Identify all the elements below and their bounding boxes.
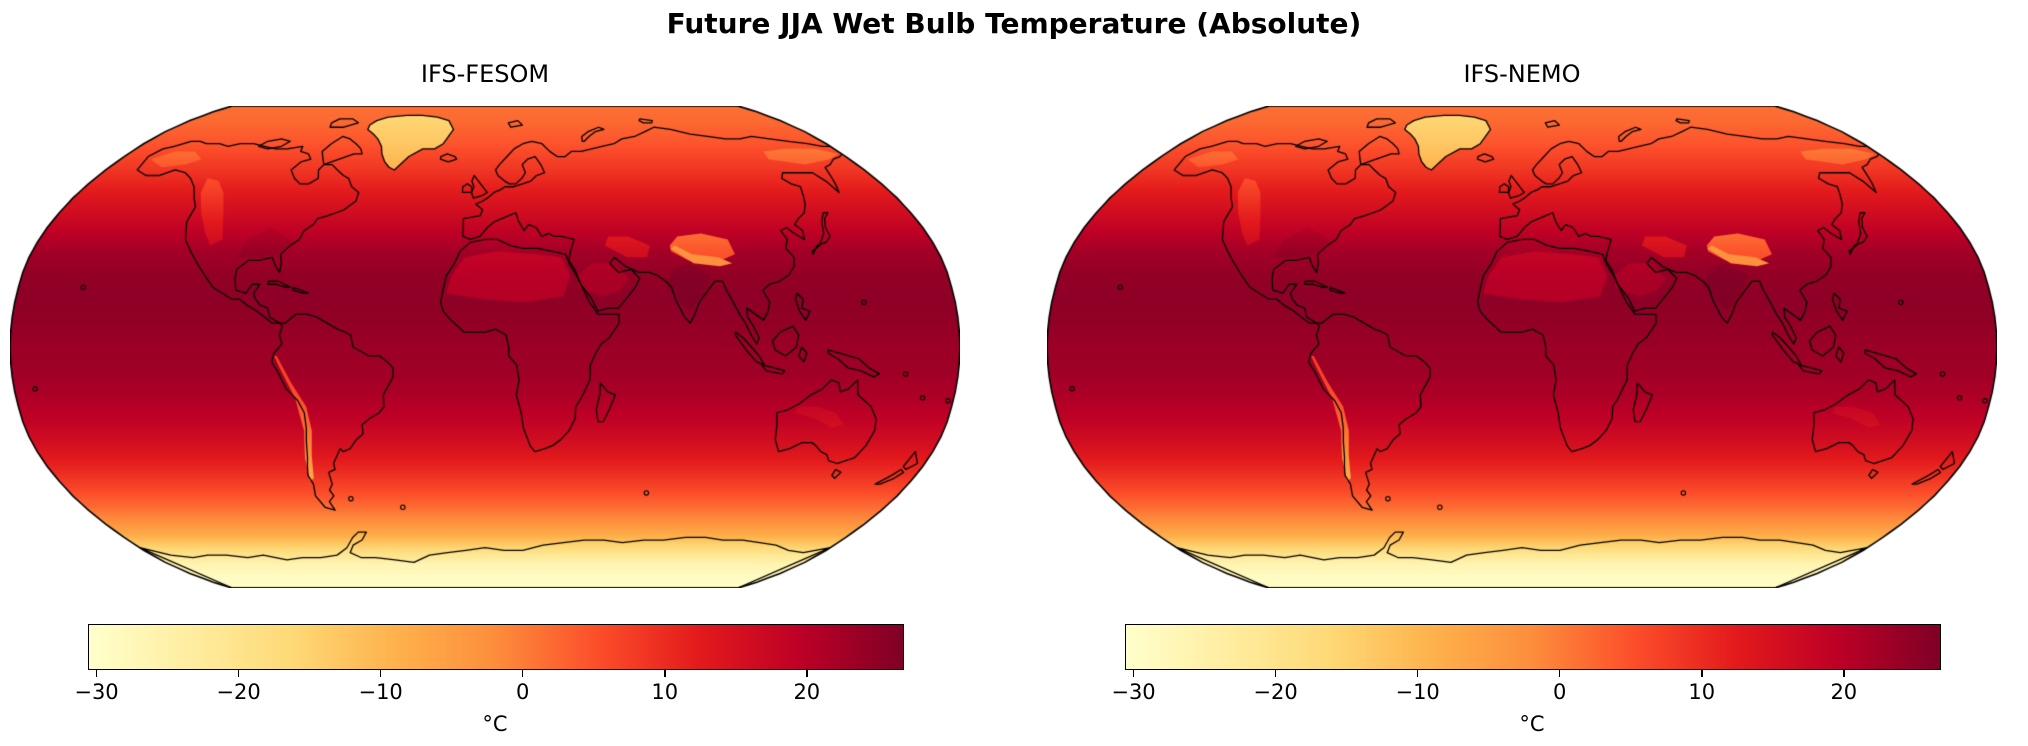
colorbar-tick-mark (1132, 670, 1135, 677)
colorbar-tick-mark (237, 670, 240, 677)
colorbar-unit-label: °C (1519, 712, 1545, 736)
colorbar-tick-mark (1558, 670, 1561, 677)
colorbar-tick-label: 0 (1553, 680, 1567, 704)
colorbar-tick-mark (521, 670, 524, 677)
world-map-ifs-fesom (10, 106, 960, 588)
panel-title-ifs-fesom: IFS-FESOM (420, 60, 550, 88)
colorbar-ticks-ifs-nemo: °C −30 −20 −10 0 10 20 (1111, 624, 1939, 736)
colorbar-ifs-fesom (88, 624, 904, 670)
colorbar-ifs-nemo (1125, 624, 1941, 670)
colorbar-tick-label: 10 (1688, 680, 1716, 704)
figure-title: Future JJA Wet Bulb Temperature (Absolut… (666, 7, 1362, 40)
colorbar-tick-label: −20 (216, 680, 261, 704)
colorbar-tick-mark (1274, 670, 1277, 677)
colorbar-tick-mark (1843, 670, 1845, 677)
colorbar-tick-label: 20 (793, 680, 821, 704)
colorbar-tick-mark (1700, 670, 1703, 677)
colorbar-tick-mark (806, 670, 808, 677)
colorbar-tick-mark (663, 670, 666, 677)
colorbar-tick-label: −10 (358, 680, 403, 704)
colorbar-tick-label: −10 (1395, 680, 1440, 704)
colorbar-tick-mark (95, 670, 98, 677)
colorbar-ticks-ifs-fesom: °C −30 −20 −10 0 10 20 (74, 624, 902, 736)
colorbar-unit-label: °C (482, 712, 508, 736)
colorbar-tick-label: 10 (651, 680, 679, 704)
colorbar-tick-mark (379, 670, 382, 677)
colorbar-tick-label: −30 (1111, 680, 1156, 704)
colorbar-tick-label: 20 (1830, 680, 1858, 704)
colorbar-tick-label: 0 (516, 680, 530, 704)
colorbar-tick-label: −30 (74, 680, 119, 704)
colorbar-tick-label: −20 (1253, 680, 1298, 704)
panel-title-ifs-nemo: IFS-NEMO (1463, 60, 1581, 88)
world-map-ifs-nemo (1047, 106, 1997, 588)
colorbar-tick-mark (1416, 670, 1419, 677)
